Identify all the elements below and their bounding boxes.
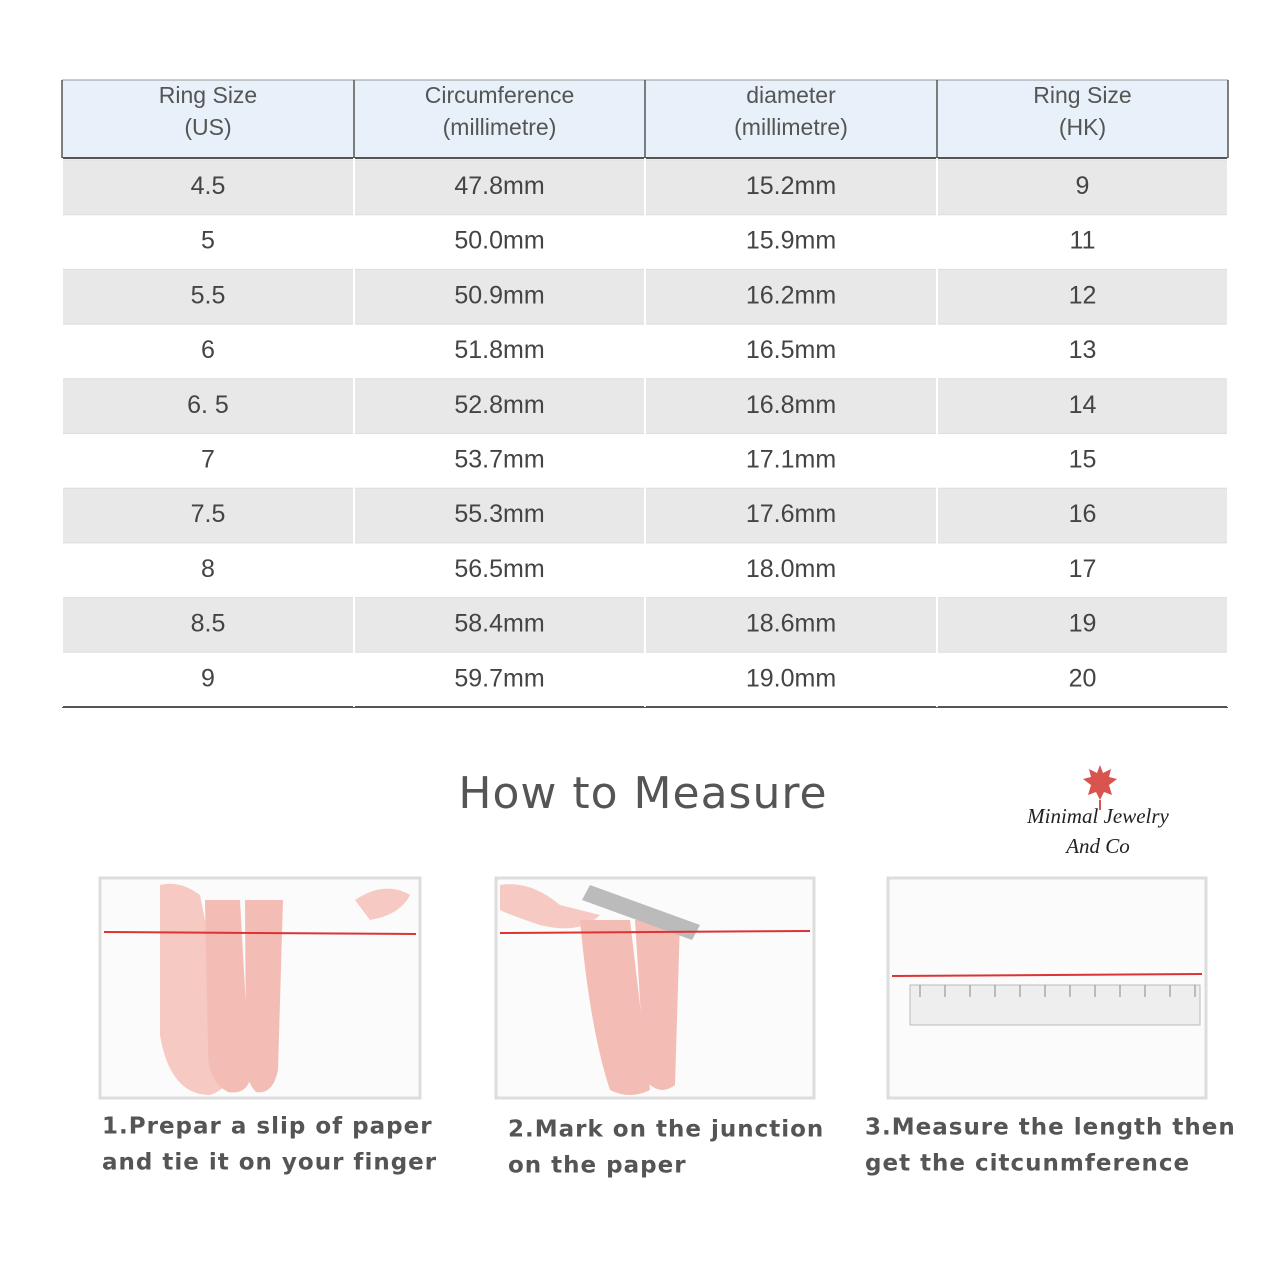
cell: 52.8mm [454, 391, 544, 419]
header-cell: (millimetre) [443, 114, 557, 140]
step-caption: 2.Mark on the junction [508, 1117, 824, 1143]
cell: 8 [201, 555, 215, 583]
cell: 15.2mm [746, 172, 836, 200]
illustration-3 [886, 876, 1208, 1100]
cell: 11 [1070, 227, 1096, 255]
cell: 8.5 [191, 610, 226, 638]
cell: 7.5 [191, 500, 226, 528]
cell: 5 [201, 227, 215, 255]
logo-text: And Co [1064, 834, 1130, 858]
finger [245, 900, 283, 1093]
cell: 59.7mm [454, 664, 544, 692]
illustration-1 [98, 876, 422, 1100]
cell: 6. 5 [187, 391, 229, 419]
thread [891, 973, 1203, 977]
thread [499, 930, 811, 934]
size-table: Ring Size (US) Circumference (millimetre) di… [61, 79, 1229, 708]
header-cell: (HK) [1059, 114, 1106, 140]
cell: 19.0mm [746, 664, 836, 692]
cell: 12 [1069, 281, 1097, 309]
finger [205, 900, 250, 1093]
thumb [355, 888, 410, 920]
header-cell: diameter [746, 82, 836, 108]
step-caption: 1.Prepar a slip of paper [102, 1114, 433, 1140]
cell: 19 [1069, 610, 1097, 638]
cell: 51.8mm [454, 336, 544, 364]
logo: Minimal Jewelry And Co [1026, 765, 1170, 858]
cell: 9 [1076, 172, 1090, 200]
header-cell: Circumference [425, 82, 575, 108]
cell: 15 [1069, 445, 1097, 473]
cell: 17 [1069, 555, 1097, 583]
cell: 16 [1069, 500, 1097, 528]
cell: 18.0mm [746, 555, 836, 583]
step-caption: on the paper [508, 1153, 687, 1179]
header-cell: Ring Size [1033, 82, 1131, 108]
cell: 5.5 [191, 281, 226, 309]
logo-text: Minimal Jewelry [1026, 804, 1169, 828]
header-cell: (US) [184, 114, 231, 140]
cell: 56.5mm [454, 555, 544, 583]
cell: 15.9mm [746, 227, 836, 255]
cell: 6 [201, 336, 215, 364]
cell: 7 [201, 445, 215, 473]
step-caption: and tie it on your finger [102, 1150, 437, 1176]
thread [103, 931, 417, 935]
cell: 16.2mm [746, 281, 836, 309]
step-caption: get the citcunmference [865, 1151, 1190, 1177]
cell: 53.7mm [454, 445, 544, 473]
cell: 9 [201, 664, 215, 692]
cell: 16.5mm [746, 336, 836, 364]
cell: 20 [1069, 664, 1097, 692]
header-cell: (millimetre) [734, 114, 848, 140]
captions: 1.Prepar a slip of paper and tie it on yo… [102, 1114, 1236, 1179]
thumb [500, 884, 600, 929]
cell: 13 [1069, 336, 1097, 364]
cell: 55.3mm [454, 500, 544, 528]
cell: 50.9mm [454, 281, 544, 309]
illustration-2 [494, 876, 816, 1100]
cell: 16.8mm [746, 391, 836, 419]
header-cell: Ring Size [159, 82, 257, 108]
step-caption: 3.Measure the length then [865, 1115, 1236, 1141]
cell: 58.4mm [454, 610, 544, 638]
cell: 47.8mm [454, 172, 544, 200]
cell: 18.6mm [746, 610, 836, 638]
ruler-ticks [919, 985, 1196, 997]
section-title: How to Measure [458, 768, 827, 819]
finger [635, 920, 680, 1090]
cell: 17.1mm [746, 445, 836, 473]
ruler [909, 984, 1201, 1026]
maple-leaf [1083, 765, 1117, 800]
cell: 14 [1069, 391, 1097, 419]
cell: 50.0mm [454, 227, 544, 255]
pen [582, 885, 700, 940]
cell: 4.5 [191, 172, 226, 200]
cell: 17.6mm [746, 500, 836, 528]
finger [580, 920, 650, 1095]
